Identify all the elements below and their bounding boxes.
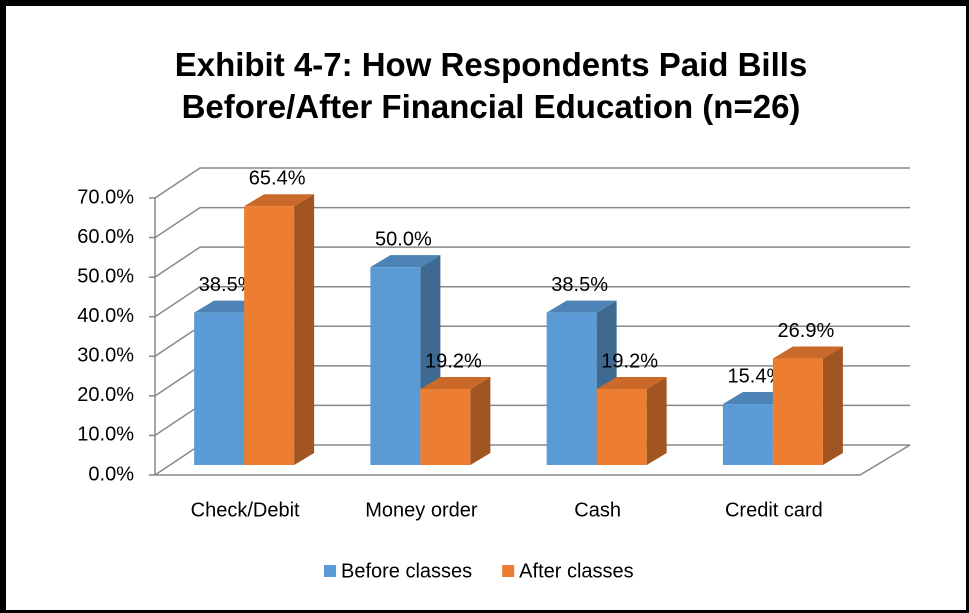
bar-side (294, 194, 315, 465)
chart-title: Exhibit 4-7: How Respondents Paid Bills … (174, 46, 808, 125)
chart: 0.0% 10.0% 20.0% 30.0% 40.0% 50.0% 60.0% 70.0% C… (77, 167, 911, 582)
bar-top (596, 377, 667, 390)
y-tick-label: 10.0% (77, 424, 134, 446)
bar (420, 377, 491, 465)
y-tick-label: 40.0% (77, 305, 134, 327)
bar-front (772, 358, 823, 465)
bar (546, 300, 617, 465)
value-label: 19.2% (601, 350, 658, 372)
bar-top (772, 346, 843, 359)
x-tick-label: Credit card (725, 499, 823, 521)
y-tick-label: 20.0% (77, 384, 134, 406)
value-label: 19.2% (425, 350, 482, 372)
value-label: 38.5% (551, 274, 608, 296)
y-tick-label: 30.0% (77, 345, 134, 367)
bar-side (822, 346, 843, 465)
bar-top (420, 377, 491, 390)
bar-top (244, 194, 315, 207)
bar-front (194, 312, 245, 465)
y-tick-label: 50.0% (77, 265, 134, 287)
bar-top (370, 255, 441, 268)
bar-front (722, 404, 773, 465)
legend-label: Before classes (341, 560, 472, 582)
grid-line (154, 167, 910, 199)
grid-line (154, 285, 910, 318)
bar-front (420, 389, 471, 465)
bar-side (646, 377, 667, 465)
legend-swatch (502, 565, 515, 577)
y-tick-label: 60.0% (77, 226, 134, 248)
bar-front (596, 389, 647, 465)
value-label: 38.5% (199, 274, 256, 296)
bar (772, 346, 843, 465)
x-tick-label: Money order (365, 499, 478, 521)
bar-side (470, 377, 491, 465)
floor-edge (155, 444, 911, 476)
bar-front (244, 206, 295, 465)
grid-line (154, 246, 910, 278)
bar (244, 194, 315, 465)
x-tick-label: Check/Debit (191, 499, 300, 521)
bar-front (370, 267, 421, 465)
legend-swatch (324, 565, 336, 577)
y-tick-label: 70.0% (77, 186, 134, 208)
bar-top (546, 300, 617, 313)
y-tick-label: 0.0% (88, 463, 134, 485)
value-label: 50.0% (375, 228, 432, 250)
bar-front (546, 312, 597, 465)
value-label: 26.9% (778, 320, 835, 342)
value-label: 65.4% (249, 167, 306, 189)
legend-label: After classes (519, 560, 633, 582)
bar (596, 377, 667, 465)
grid-line (154, 206, 910, 239)
value-label: 15.4% (728, 365, 785, 387)
x-tick-label: Cash (574, 499, 621, 521)
